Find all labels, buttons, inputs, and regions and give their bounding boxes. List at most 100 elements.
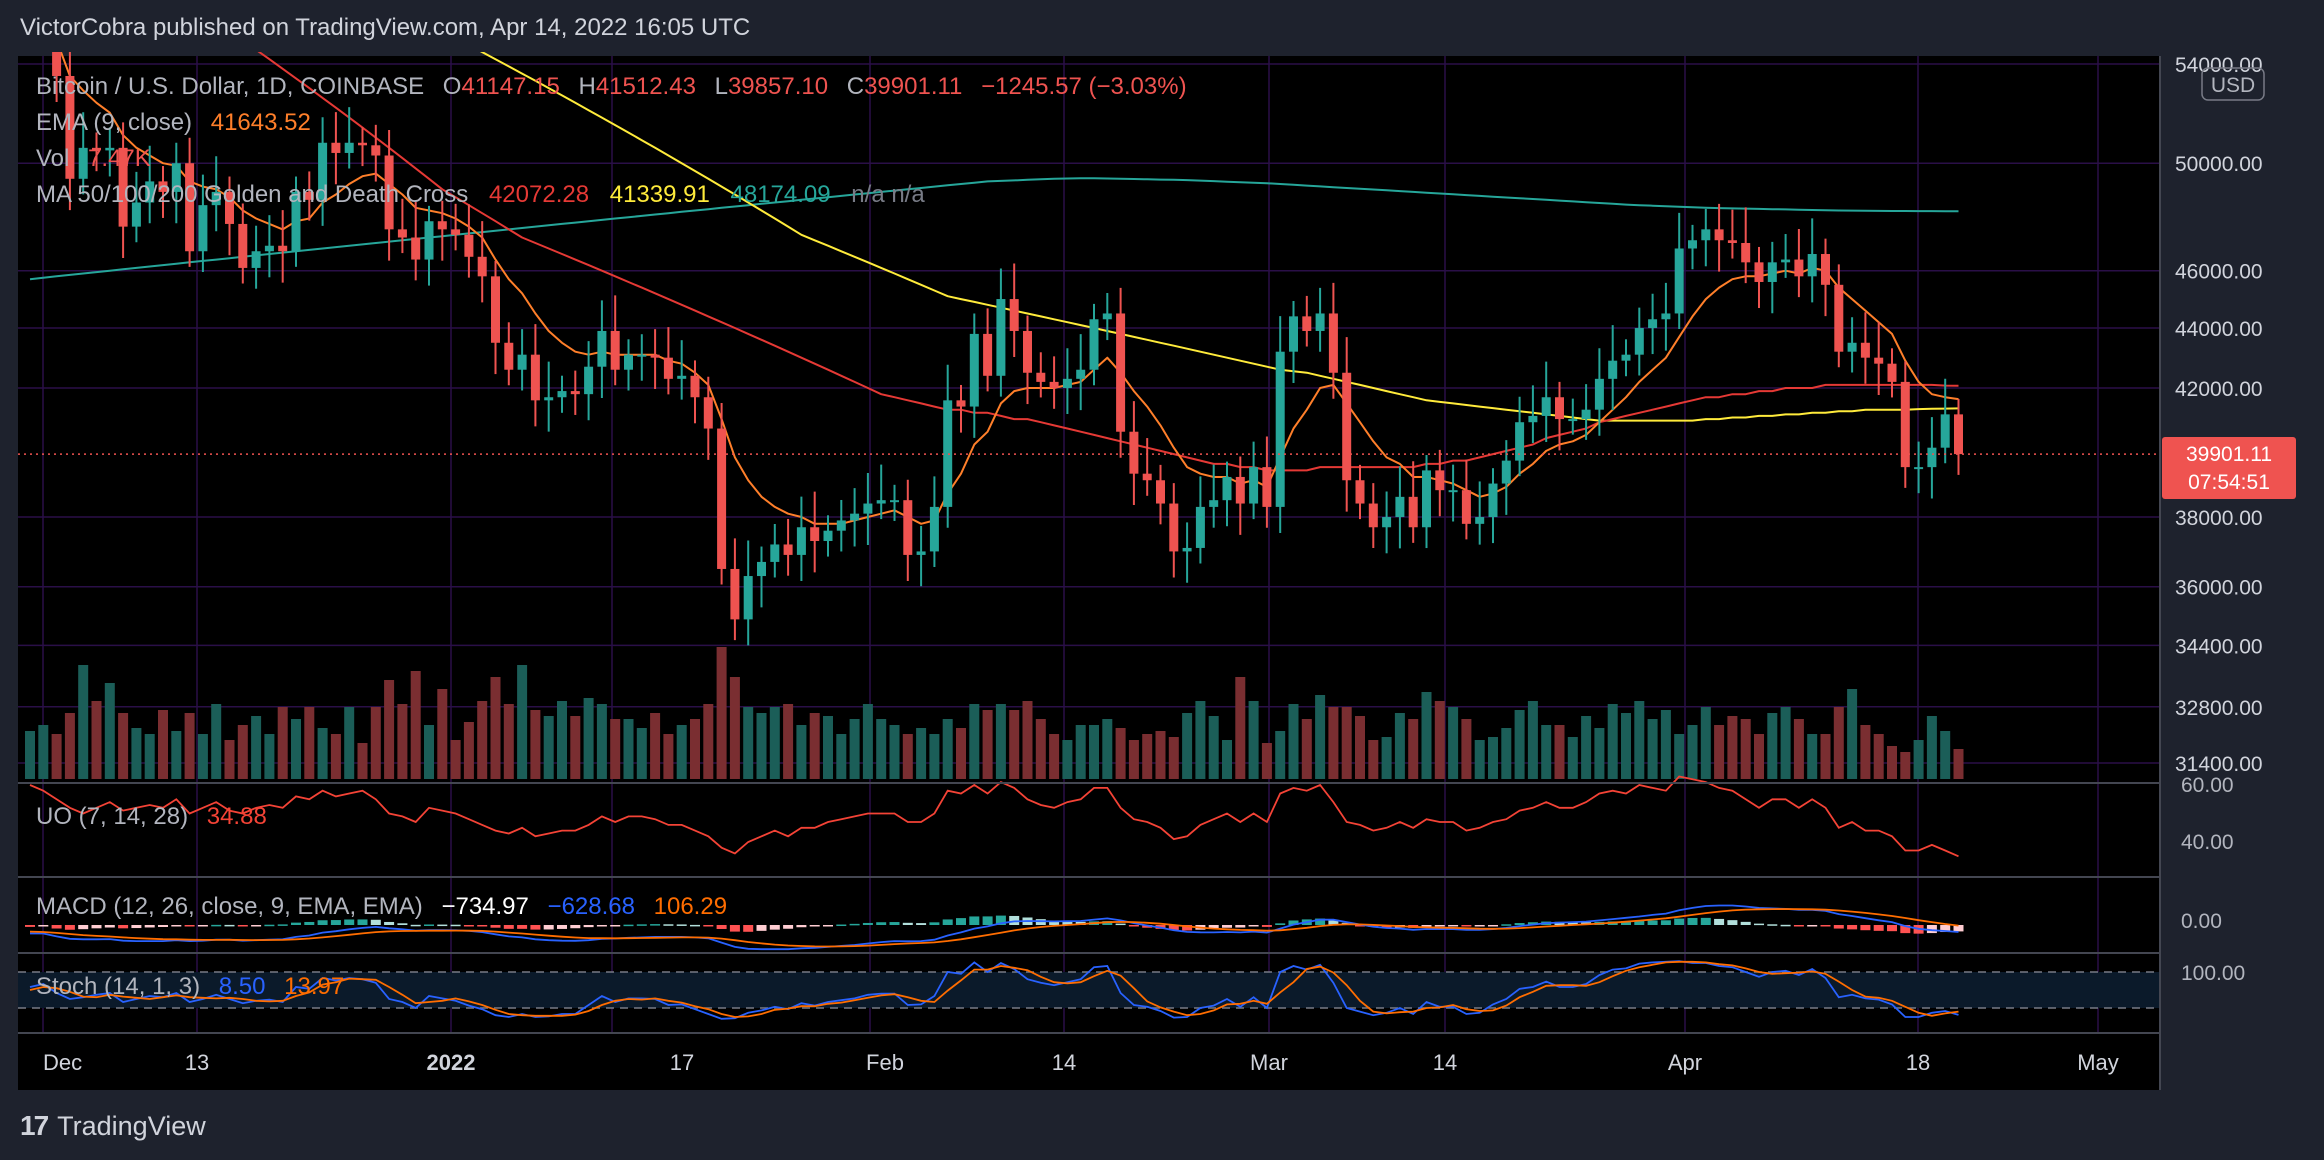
candle-body[interactable] [1315,313,1325,331]
candle-body[interactable] [1209,500,1219,507]
candle-body[interactable] [1009,299,1019,331]
candle-body[interactable] [1608,360,1618,379]
candle-body[interactable] [650,354,660,358]
candle-body[interactable] [1807,254,1817,277]
candle-body[interactable] [717,428,727,569]
candle-body[interactable] [983,333,993,376]
candle-body[interactable] [264,245,274,252]
candle-body[interactable] [424,221,434,260]
candle-body[interactable] [1754,262,1764,282]
candle-body[interactable] [504,342,514,370]
candle-body[interactable] [65,75,75,179]
ma50-line[interactable] [30,52,1959,472]
uo-line[interactable] [29,775,1959,858]
legend-row-symbol[interactable]: Bitcoin / U.S. Dollar, 1D, COINBASE O411… [36,73,1187,100]
candle-body[interactable] [491,276,500,343]
legend-row-vol[interactable]: Vol 7.47K [36,145,151,172]
candle-body[interactable] [318,142,328,200]
candle-body[interactable] [1940,414,1950,448]
candle-body[interactable] [1395,496,1405,518]
candle-body[interactable] [1142,473,1152,481]
currency-button[interactable]: USD [2211,74,2255,97]
candle-body[interactable] [850,513,860,521]
candle-body[interactable] [730,568,740,620]
candle-body[interactable] [1847,342,1857,352]
candle-body[interactable] [823,530,833,542]
candle-body[interactable] [198,205,208,252]
candle-body[interactable] [943,400,953,507]
candle-body[interactable] [1714,229,1724,241]
candle-body[interactable] [1382,517,1392,528]
candle-body[interactable] [1661,313,1671,320]
candle-body[interactable] [1914,467,1924,470]
candle-body[interactable] [437,221,447,230]
candle-body[interactable] [1328,313,1338,373]
candle-body[interactable] [331,142,341,153]
legend-row-ma[interactable]: MA 50/100/200 Golden and Death Cross 420… [36,181,925,208]
candle-body[interactable] [1954,414,1963,455]
candle-body[interactable] [344,142,354,153]
candle-body[interactable] [1116,313,1126,432]
candle-body[interactable] [1621,354,1631,361]
candle-body[interactable] [1169,503,1179,552]
candle-body[interactable] [929,506,939,552]
candle-body[interactable] [1368,503,1378,528]
candle-body[interactable] [637,354,647,357]
candle-body[interactable] [690,375,700,398]
candle-body[interactable] [1794,259,1804,277]
candle-body[interactable] [1767,262,1777,282]
candle-body[interactable] [624,354,633,370]
candle-body[interactable] [1648,319,1658,329]
candle-body[interactable] [171,163,181,192]
candle-body[interactable] [1408,496,1418,528]
candle-body[interactable] [464,234,474,257]
candle-body[interactable] [52,52,62,76]
candle-body[interactable] [1528,415,1538,423]
candle-body[interactable] [743,576,753,620]
candle-body[interactable] [1235,476,1245,504]
candle-body[interactable] [1927,447,1937,468]
candle-body[interactable] [597,330,607,367]
candle-body[interactable] [118,147,128,227]
candle-body[interactable] [757,561,766,577]
candle-body[interactable] [1422,470,1431,528]
candle-body[interactable] [677,375,687,379]
candle-body[interactable] [1182,547,1192,552]
candle-body[interactable] [1195,506,1205,548]
candle-body[interactable] [1076,369,1086,379]
candle-body[interactable] [1781,259,1791,263]
candle-body[interactable] [358,142,367,146]
candle-body[interactable] [1900,381,1910,468]
candle-body[interactable] [1249,467,1259,504]
candle-body[interactable] [145,181,155,203]
candle-body[interactable] [1435,470,1445,491]
candle-body[interactable] [1594,378,1604,410]
candle-body[interactable] [517,354,527,370]
candle-body[interactable] [92,147,101,151]
candle-body[interactable] [810,527,820,542]
candle-body[interactable] [1089,319,1099,370]
candle-body[interactable] [1023,330,1032,373]
candle-body[interactable] [1036,372,1046,382]
candle-body[interactable] [1289,316,1298,352]
candle-body[interactable] [890,500,899,503]
candle-body[interactable] [584,366,594,395]
candle-body[interactable] [397,229,407,238]
candle-body[interactable] [185,163,195,252]
candle-body[interactable] [1541,397,1551,416]
candle-body[interactable] [238,223,248,268]
candle-body[interactable] [1727,240,1737,243]
candle-body[interactable] [451,229,461,235]
macd-legend[interactable]: MACD (12, 26, close, 9, EMA, EMA) −734.9… [36,893,727,920]
candle-body[interactable] [1568,419,1578,422]
candle-body[interactable] [1156,480,1165,504]
legend-row-ema[interactable]: EMA (9, close) 41643.52 [36,109,311,136]
candle-body[interactable] [610,330,620,370]
candle-body[interactable] [1342,372,1352,481]
candle-body[interactable] [903,500,913,555]
candle-body[interactable] [1887,363,1897,382]
candle-body[interactable] [158,181,168,192]
candle-body[interactable] [211,191,221,206]
candle-body[interactable] [1461,490,1471,524]
candle-body[interactable] [1688,240,1697,249]
